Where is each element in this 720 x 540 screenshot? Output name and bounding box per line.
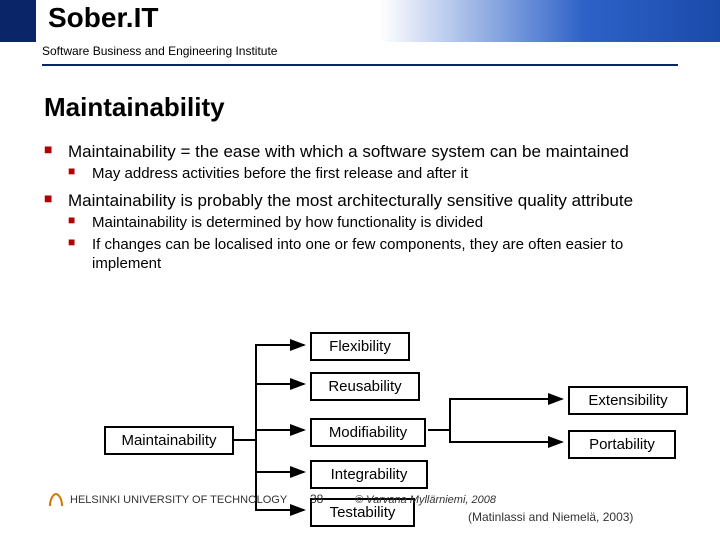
bullet-2-child-0: Maintainability is determined by how fun… [68,213,676,233]
slide-title: Maintainability [44,92,676,123]
footer-copyright: © Varvana Myllärniemi, 2008 [355,494,496,506]
header-subtitle: Software Business and Engineering Instit… [42,44,277,58]
bullet-2-child-1: If changes can be localised into one or … [68,235,676,274]
bullet-2-text: Maintainability is probably the most arc… [68,191,633,210]
diagram: Maintainability Flexibility Reusability … [0,320,720,520]
bullet-2-children: Maintainability is determined by how fun… [68,213,676,274]
node-portability: Portability [568,430,676,459]
footer-page-number: 38 [310,492,323,506]
node-flexibility: Flexibility [310,332,410,361]
bullet-1: Maintainability = the ease with which a … [44,141,676,184]
slide-content: Maintainability Maintainability = the ea… [0,72,720,274]
bullet-1-child-0: May address activities before the first … [68,164,676,184]
node-integrability: Integrability [310,460,428,489]
node-modifiability: Modifiability [310,418,426,447]
node-reusability: Reusability [310,372,420,401]
slide-header: Sober.IT Software Business and Engineeri… [0,0,720,72]
footer-logo-icon [48,492,64,508]
node-extensibility: Extensibility [568,386,688,415]
bullet-1-text: Maintainability = the ease with which a … [68,142,629,161]
bullet-list: Maintainability = the ease with which a … [44,141,676,274]
footer-citation: (Matinlassi and Niemelä, 2003) [468,510,633,524]
footer-institution: HELSINKI UNIVERSITY OF TECHNOLOGY [70,494,287,506]
bullet-2: Maintainability is probably the most arc… [44,190,676,274]
bullet-1-children: May address activities before the first … [68,164,676,184]
logo-text: Sober.IT [42,2,164,34]
header-underline [42,64,678,66]
header-bar-gradient [380,0,720,42]
node-maintainability: Maintainability [104,426,234,455]
